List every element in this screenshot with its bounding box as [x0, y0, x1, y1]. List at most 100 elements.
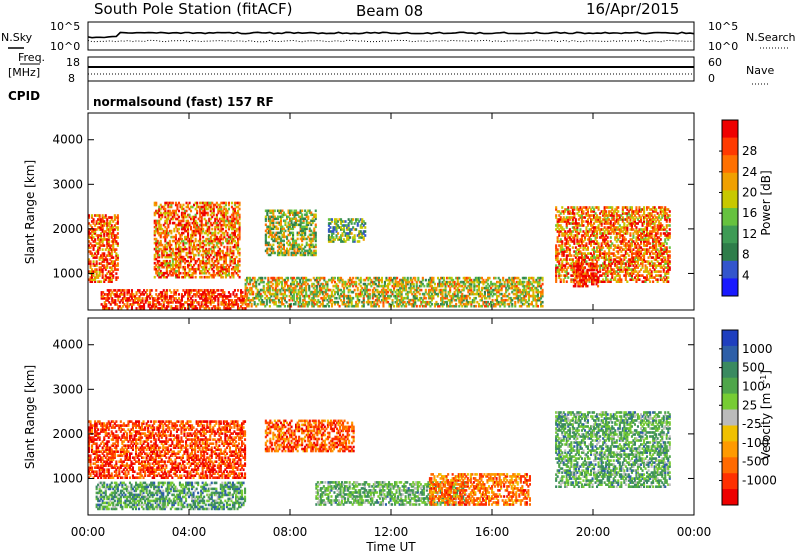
echo-cell [239, 222, 241, 225]
echo-cell [416, 295, 418, 298]
echo-cell [492, 299, 494, 302]
echo-cell [155, 289, 157, 292]
echo-cell [252, 291, 254, 294]
echo-cell [117, 214, 119, 217]
echo-cell [419, 293, 421, 296]
echo-cell [434, 283, 436, 286]
echo-cell [425, 297, 427, 300]
freq-panel: Freq. [MHz] 18 8 60 0 Nave [8, 51, 774, 85]
echo-cell [202, 228, 204, 231]
echo-cell [117, 268, 119, 271]
echo-cell [542, 305, 544, 308]
echo-cell [381, 277, 383, 280]
echo-cell [579, 228, 581, 231]
echo-cell [555, 206, 557, 209]
echo-cell [537, 305, 539, 308]
echo-cell [337, 285, 339, 288]
echo-cell [593, 246, 595, 249]
echo-cell [236, 256, 238, 259]
echo-cell [274, 210, 276, 213]
echo-cell [172, 248, 174, 251]
echo-cell [112, 256, 114, 259]
echo-cell [261, 277, 263, 280]
echo-cell [239, 264, 241, 267]
echo-cell [364, 230, 366, 233]
echo-cell [378, 305, 380, 308]
echo-cell [267, 277, 269, 280]
echo-cell [242, 291, 244, 294]
echo-cell [286, 295, 288, 298]
echo-cell [196, 210, 198, 213]
echo-cell [337, 301, 339, 304]
echo-cell [420, 289, 422, 292]
echo-cell [542, 283, 544, 286]
echo-cell [164, 208, 166, 211]
echo-cell [336, 297, 338, 300]
echo-cell [226, 216, 228, 219]
echo-cell [555, 214, 557, 217]
echo-cell [189, 202, 191, 205]
echo-cell [413, 283, 415, 286]
echo-cell [532, 277, 534, 280]
echo-cell [208, 307, 210, 310]
echo-cell [170, 230, 172, 233]
echo-cell [555, 244, 557, 247]
echo-cell [166, 289, 168, 292]
echo-cell [202, 236, 204, 239]
echo-cell [310, 279, 312, 282]
echo-cell [297, 238, 299, 241]
echo-cell [573, 212, 575, 215]
cpid-label: CPID [8, 89, 40, 103]
echo-cell [511, 303, 513, 306]
date-label: 16/Apr/2015 [586, 0, 679, 18]
nsearch-trace [88, 40, 694, 41]
echo-cell [239, 270, 241, 273]
echo-cell [234, 289, 236, 292]
echo-cell [352, 218, 354, 221]
echo-cell [275, 301, 277, 304]
echo-cell [331, 218, 333, 221]
echo-cell [103, 252, 105, 255]
echo-cell [573, 206, 575, 209]
nsearch-tick-bottom: 10^0 [708, 40, 738, 53]
echo-cell [239, 208, 241, 211]
echo-cell [239, 276, 241, 279]
echo-cell [315, 244, 317, 247]
echo-cell [195, 254, 197, 257]
echo-cell [352, 297, 354, 300]
echo-cell [569, 248, 571, 251]
echo-cell [364, 234, 366, 237]
echo-cell [301, 210, 303, 213]
echo-cell [103, 244, 105, 247]
echo-cell [364, 226, 366, 229]
echo-cell [99, 214, 101, 217]
echo-cell [354, 289, 356, 292]
echo-cell [495, 277, 497, 280]
echo-cell [364, 222, 366, 225]
echo-cell [223, 291, 225, 294]
echo-cell [525, 277, 527, 280]
echo-cell [349, 236, 351, 239]
echo-cell [229, 293, 231, 296]
echo-cell [417, 277, 419, 280]
echo-cell [175, 234, 177, 237]
nave-tick-top: 60 [708, 56, 722, 69]
echo-cell [222, 242, 224, 245]
echo-cell [431, 303, 433, 306]
echo-cell [508, 293, 510, 296]
echo-cell [96, 260, 98, 263]
echo-cell [328, 305, 330, 308]
echo-cell [254, 301, 256, 304]
echo-cell [179, 272, 181, 275]
echo-cell [292, 232, 294, 235]
echo-cell [172, 202, 174, 205]
echo-cell [93, 218, 95, 221]
echo-cell [598, 206, 600, 209]
echo-cell [263, 301, 265, 304]
echo-cell [182, 204, 184, 207]
echo-cell [160, 240, 162, 243]
echo-cell [91, 214, 93, 217]
echo-cell [425, 279, 427, 282]
echo-cell [117, 262, 119, 265]
